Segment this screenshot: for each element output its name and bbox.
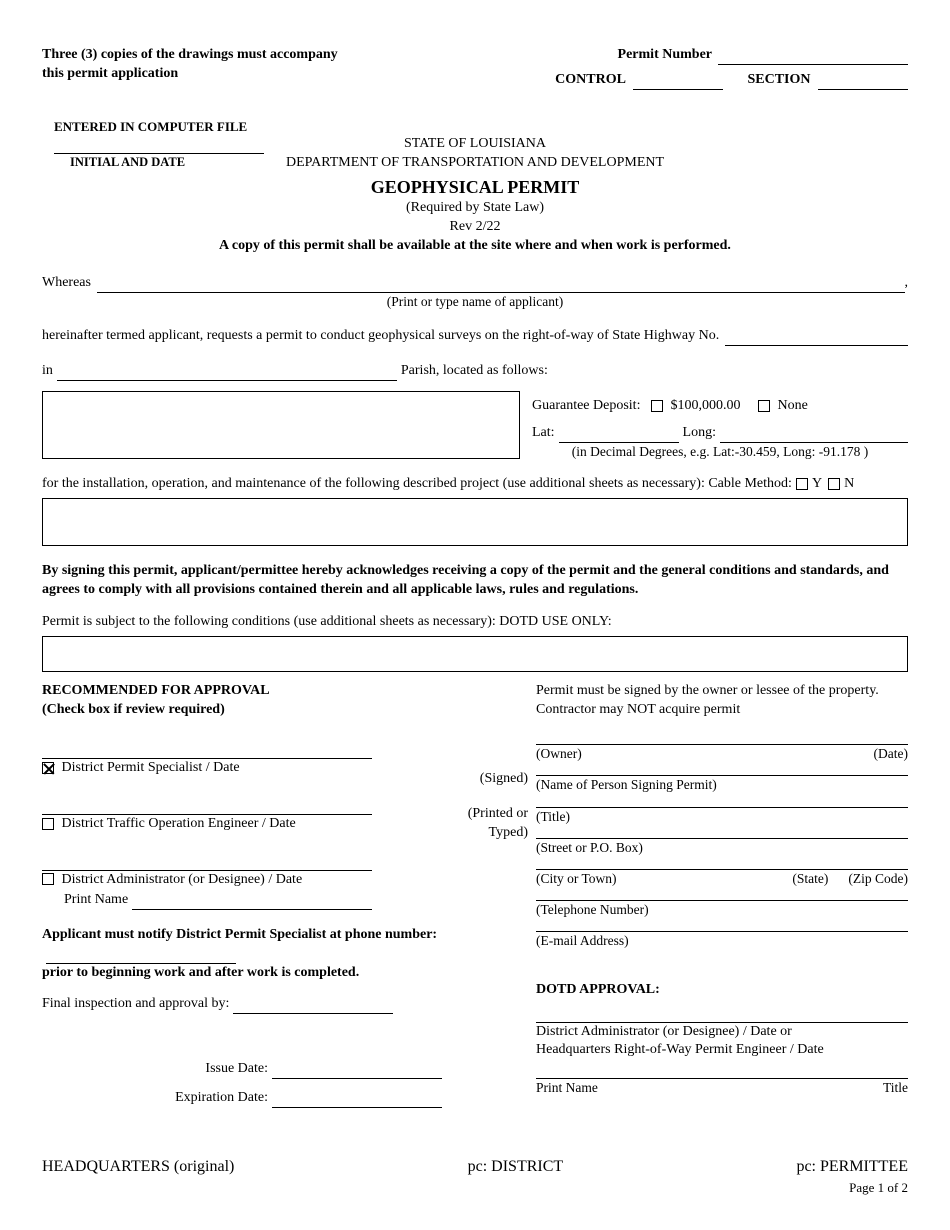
guarantee-block: Guarantee Deposit: $100,000.00 None Lat:…: [520, 391, 908, 461]
street-label: (Street or P.O. Box): [536, 839, 643, 857]
recommended-title: RECOMMENDED FOR APPROVAL: [42, 682, 522, 701]
cable-y-label: Y: [812, 475, 822, 494]
entered-label: ENTERED IN COMPUTER FILE: [54, 118, 908, 136]
district-traffic-checkbox[interactable]: [42, 818, 54, 830]
city-label: (City or Town): [536, 870, 617, 888]
notify-line2: prior to beginning work and after work i…: [42, 964, 522, 983]
highway-no-field[interactable]: [725, 331, 908, 346]
section-field[interactable]: [818, 75, 908, 90]
approval-left: RECOMMENDED FOR APPROVAL (Check box if r…: [42, 682, 522, 1107]
cable-n-checkbox[interactable]: [828, 478, 840, 490]
district-admin-checkbox[interactable]: [42, 873, 54, 885]
header-block: Three (3) copies of the drawings must ac…: [42, 46, 908, 90]
control-field[interactable]: [633, 75, 723, 90]
recommended-sub: (Check box if review required): [42, 701, 522, 720]
in-label: in: [42, 362, 53, 381]
final-inspection-label: Final inspection and approval by:: [42, 995, 229, 1014]
applicant-name-hint: (Print or type name of applicant): [42, 293, 908, 311]
page-number: Page 1 of 2: [42, 1179, 908, 1197]
guarantee-none-checkbox[interactable]: [758, 400, 770, 412]
parish-field[interactable]: [57, 366, 397, 381]
zip-label: (Zip Code): [848, 870, 908, 888]
subject-conditions: Permit is subject to the following condi…: [42, 613, 908, 632]
date-label: (Date): [874, 745, 908, 763]
parish-label: Parish, located as follows:: [401, 362, 548, 381]
owner-label: (Owner): [536, 745, 582, 763]
lat-field[interactable]: [559, 428, 679, 443]
approval-item-2: District Administrator (or Designee) / D…: [62, 872, 303, 887]
issue-date-label: Issue Date:: [205, 1060, 268, 1079]
footer-hq: HEADQUARTERS (original): [42, 1156, 234, 1178]
approval-item-0: District Permit Specialist / Date: [62, 760, 240, 775]
dotd-sig2: Headquarters Right-of-Way Permit Enginee…: [536, 1041, 908, 1060]
dotd-sig1: District Administrator (or Designee) / D…: [536, 1023, 908, 1042]
applicant-name-field[interactable]: [97, 278, 905, 293]
footer: HEADQUARTERS (original) pc: DISTRICT pc:…: [42, 1156, 908, 1178]
phone-label: (Telephone Number): [536, 901, 649, 919]
approval-item-1: District Traffic Operation Engineer / Da…: [62, 816, 296, 831]
approval-line-3[interactable]: [42, 856, 372, 871]
sign-acknowledge: By signing this permit, applicant/permit…: [42, 562, 908, 600]
location-box[interactable]: [42, 391, 520, 459]
lat-label: Lat:: [532, 424, 555, 443]
expiration-date-label: Expiration Date:: [175, 1089, 268, 1108]
entered-field[interactable]: [54, 140, 264, 155]
dotd-print-label: Print Name: [536, 1079, 598, 1097]
permit-number-label: Permit Number: [618, 46, 712, 65]
conditions-box[interactable]: [42, 636, 908, 672]
page-title: GEOPHYSICAL PERMIT: [42, 175, 908, 199]
header-right: Permit Number CONTROL SECTION: [555, 46, 908, 90]
rev-line: Rev 2/22: [42, 218, 908, 237]
section-label: SECTION: [747, 72, 810, 87]
dotd-title-label: Title: [883, 1079, 908, 1097]
guarantee-amount: $100,000.00: [670, 398, 740, 413]
cable-y-checkbox[interactable]: [796, 478, 808, 490]
guarantee-100k-checkbox[interactable]: [651, 400, 663, 412]
control-label: CONTROL: [555, 72, 626, 87]
print-name-field[interactable]: [132, 896, 372, 911]
final-inspection-field[interactable]: [233, 999, 393, 1014]
site-copy-note: A copy of this permit shall be available…: [42, 237, 908, 256]
whereas-label: Whereas: [42, 274, 91, 293]
notify-phone-field[interactable]: [46, 949, 236, 964]
install-line: for the installation, operation, and mai…: [42, 475, 792, 494]
print-name-label: Print Name: [64, 891, 128, 910]
notify-line1: Applicant must notify District Permit Sp…: [42, 927, 437, 942]
state-label: (State): [792, 870, 828, 888]
required-by: (Required by State Law): [42, 199, 908, 218]
project-box[interactable]: [42, 498, 908, 546]
expiration-date-field[interactable]: [272, 1093, 442, 1108]
guarantee-label: Guarantee Deposit:: [532, 398, 640, 413]
latlong-hint: (in Decimal Degrees, e.g. Lat:-30.459, L…: [532, 443, 908, 461]
approval-line-1[interactable]: [42, 744, 372, 759]
hereinafter-text: hereinafter termed applicant, requests a…: [42, 327, 719, 346]
comma: ,: [905, 274, 909, 293]
owner-note2: Contractor may NOT acquire permit: [536, 701, 908, 720]
footer-permittee: pc: PERMITTEE: [796, 1156, 908, 1178]
issue-date-field[interactable]: [272, 1064, 442, 1079]
footer-district: pc: DISTRICT: [468, 1156, 564, 1178]
name-signing-label: (Name of Person Signing Permit): [536, 776, 717, 794]
approval-line-2[interactable]: [42, 800, 372, 815]
permit-number-field[interactable]: [718, 50, 908, 65]
dotd-approval-label: DOTD APPROVAL:: [536, 981, 908, 1000]
email-label: (E-mail Address): [536, 932, 629, 950]
district-permit-specialist-checkbox[interactable]: [42, 762, 54, 774]
signed-label: (Signed): [428, 770, 528, 789]
title-label: (Title): [536, 808, 570, 826]
guarantee-none-label: None: [777, 398, 807, 413]
printed-label: (Printed or Typed): [428, 805, 528, 843]
cable-n-label: N: [844, 475, 854, 494]
long-field[interactable]: [720, 428, 908, 443]
approval-right: Permit must be signed by the owner or le…: [522, 682, 908, 1107]
owner-note1: Permit must be signed by the owner or le…: [536, 682, 908, 701]
long-label: Long:: [683, 424, 716, 443]
copies-note: Three (3) copies of the drawings must ac…: [42, 46, 352, 90]
